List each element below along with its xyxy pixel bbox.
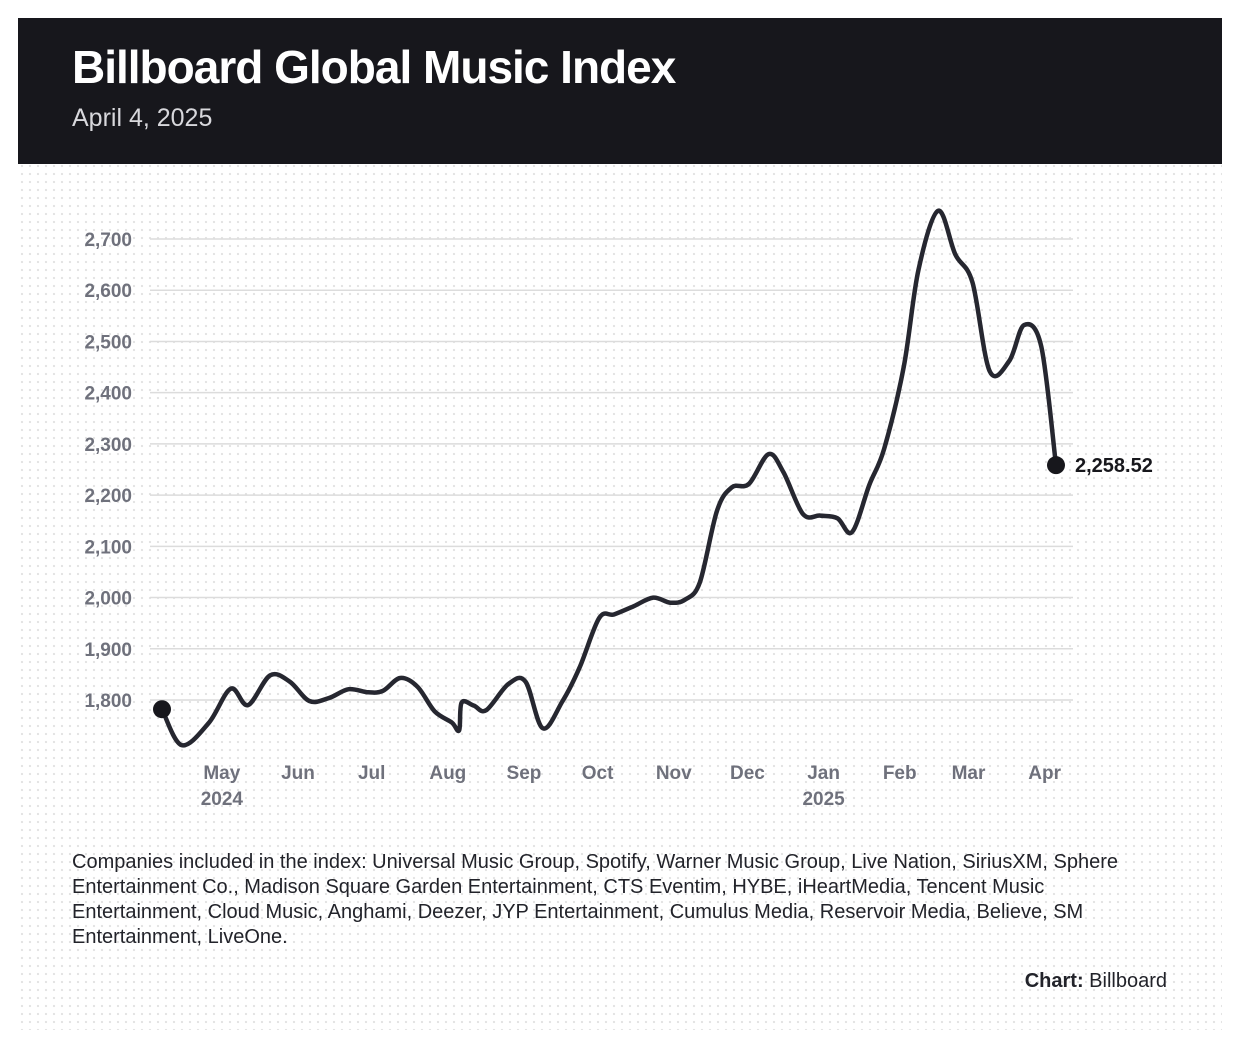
x-tick-year-label: 2025 (802, 789, 845, 810)
x-tick-label: Oct (582, 763, 614, 784)
start-point-marker (153, 700, 171, 719)
x-tick-year-label: 2024 (201, 789, 244, 810)
x-tick-label: Sep (507, 763, 542, 784)
y-tick-label: 2,300 (84, 435, 132, 456)
y-tick-label: 2,500 (84, 332, 132, 353)
x-tick-label: Jun (281, 763, 315, 784)
x-tick-label: Aug (429, 763, 466, 784)
x-axis: May 2024 Jun Jul Aug Sep Oct Nov Dec Jan 2025 Feb Ma… (201, 763, 1062, 810)
credit-source: Billboard (1089, 970, 1167, 992)
y-axis: 1,800 1,900 2,000 2,100 2,200 2,300 2,400 2,500… (84, 230, 132, 712)
x-tick-label: Apr (1028, 763, 1061, 784)
y-tick-label: 1,900 (84, 640, 132, 661)
x-tick-label: Dec (730, 763, 765, 784)
credit-label: Chart: (1024, 970, 1084, 992)
y-tick-label: 2,200 (84, 486, 132, 507)
grid-lines (150, 238, 1073, 701)
x-tick-label: Jul (358, 763, 385, 784)
x-tick-label: Feb (883, 763, 917, 784)
x-tick-label: Jan (807, 763, 840, 784)
chart-header: Billboard Global Music Index April 4, 20… (18, 18, 1222, 164)
y-tick-label: 2,700 (84, 230, 132, 251)
end-value-label: 2,258.52 (1075, 455, 1153, 477)
y-tick-label: 2,400 (84, 384, 132, 405)
x-tick-label: Mar (952, 763, 986, 784)
chart-title: Billboard Global Music Index (72, 41, 676, 93)
y-tick-label: 2,000 (84, 589, 132, 610)
x-tick-label: Nov (656, 763, 692, 784)
chart-date: April 4, 2025 (72, 104, 213, 132)
y-tick-label: 2,600 (84, 281, 132, 302)
chart-card (18, 18, 1222, 1030)
end-point-marker (1047, 456, 1065, 475)
x-tick-label: May (203, 763, 240, 784)
y-tick-label: 2,100 (84, 537, 132, 558)
index-companies-note: Companies included in the index: Univers… (72, 851, 1119, 948)
y-tick-label: 1,800 (84, 691, 132, 712)
chart-credit: Chart: Billboard (1025, 970, 1167, 993)
series: 2,258.52 (153, 208, 1153, 748)
index-series-line (159, 208, 1059, 748)
